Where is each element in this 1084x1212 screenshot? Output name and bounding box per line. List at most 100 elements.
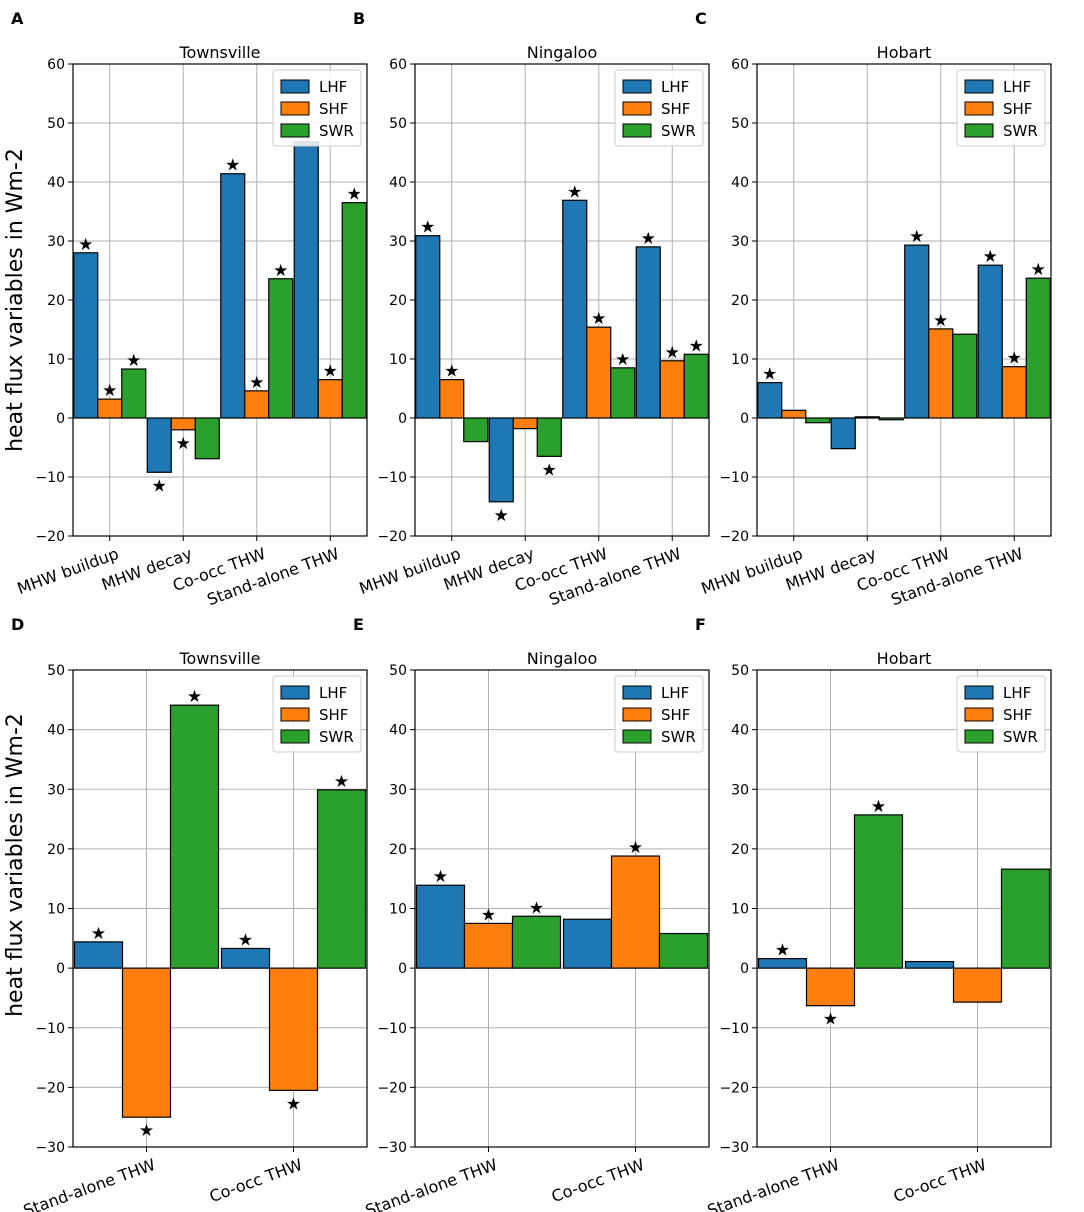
panel-letter: D: [11, 615, 24, 634]
significance-star: ★: [187, 687, 202, 707]
bar-shf: [268, 967, 319, 1091]
y-tick-label: −20: [35, 1080, 65, 1096]
panel-a: A Townsville −20 −10 0 10 20 30 40 50 60 ★ ★ ★ ★ ★ ★ ★ ★ ★ ★…: [11, 9, 368, 609]
y-tick-label: 10: [47, 352, 65, 368]
significance-star: ★: [139, 1121, 154, 1141]
y-tick-label: 10: [389, 352, 407, 368]
bar-lhf: [562, 199, 588, 419]
y-tick-label: 10: [731, 902, 749, 918]
y-tick-label: 30: [731, 234, 749, 250]
bar-swr: [952, 333, 978, 419]
bar-swr: [316, 789, 367, 969]
panel-letter: B: [353, 9, 365, 28]
bar-swr: [1000, 868, 1051, 969]
y-tick-label: 0: [740, 411, 749, 427]
panel-d: D Townsville −30 −20 −10 0 10 20 30 40 50 ★ ★ ★ ★ ★ ★ Sta…: [11, 615, 368, 1212]
y-tick-label: 50: [389, 116, 407, 132]
significance-star: ★: [481, 905, 496, 925]
legend-swatch-shf: [622, 101, 652, 116]
bar-swr: [1025, 277, 1051, 419]
y-tick-label: 20: [389, 842, 407, 858]
y-tick-label: 20: [731, 293, 749, 309]
bar-swr: [805, 417, 831, 424]
significance-star: ★: [823, 1010, 838, 1030]
y-tick-label: −10: [719, 1021, 749, 1037]
x-tick-label: Co-occ THW: [549, 1155, 647, 1206]
y-tick-label: −10: [35, 1021, 65, 1037]
legend-swatch-shf: [964, 707, 994, 722]
legend-label-swr: SWR: [661, 728, 696, 746]
bar-swr: [658, 932, 709, 969]
bar-shf: [781, 409, 807, 419]
legend: LHF SHF SWR: [272, 69, 362, 147]
significance-star: ★: [225, 156, 240, 176]
legend-label-swr: SWR: [1003, 728, 1038, 746]
significance-star: ★: [433, 867, 448, 887]
legend-swatch-shf: [622, 707, 652, 722]
bar-shf: [1001, 366, 1027, 419]
bar-shf: [805, 967, 856, 1007]
bar-swr: [121, 368, 147, 419]
bar-lhf: [220, 947, 271, 969]
legend-swatch-shf: [280, 101, 310, 116]
bar-swr: [463, 417, 489, 443]
significance-star: ★: [273, 261, 288, 281]
legend-swatch-shf: [964, 101, 994, 116]
significance-star: ★: [420, 218, 435, 238]
bar-lhf: [73, 941, 124, 969]
bar-lhf: [904, 960, 955, 969]
legend-swatch-lhf: [622, 79, 652, 94]
panel-letter: C: [695, 9, 707, 28]
y-tick-label: 0: [740, 961, 749, 977]
bar-lhf: [757, 382, 783, 419]
panel-letter: A: [11, 9, 24, 28]
bar-swr: [341, 202, 367, 419]
y-tick-label: 40: [389, 175, 407, 191]
legend-swatch-lhf: [964, 79, 994, 94]
legend-swatch-lhf: [964, 685, 994, 700]
y-tick-label: 20: [389, 293, 407, 309]
legend: LHF SHF SWR: [614, 69, 704, 147]
bar-lhf: [562, 918, 613, 969]
significance-star: ★: [567, 182, 582, 202]
significance-star: ★: [933, 311, 948, 331]
significance-star: ★: [126, 351, 141, 371]
bar-swr: [610, 367, 636, 419]
significance-star: ★: [689, 336, 704, 356]
bar-lhf: [830, 417, 856, 450]
y-tick-label: −20: [377, 1080, 407, 1096]
significance-star: ★: [871, 797, 886, 817]
significance-star: ★: [542, 460, 557, 480]
significance-star: ★: [762, 365, 777, 385]
bar-shf: [610, 855, 661, 969]
bar-shf: [439, 379, 465, 419]
bar-shf: [586, 326, 612, 419]
panel-f: F Hobart −30 −20 −10 0 10 20 30 40 50 ★ ★ ★ Stand-alon…: [695, 615, 1052, 1212]
y-tick-label: 40: [47, 175, 65, 191]
significance-star: ★: [238, 930, 253, 950]
legend-swatch-swr: [280, 729, 310, 744]
bar-swr: [169, 704, 220, 969]
bar-lhf: [488, 417, 514, 503]
bar-lhf: [73, 252, 99, 419]
significance-star: ★: [665, 343, 680, 363]
bar-lhf: [635, 246, 661, 419]
bar-shf: [170, 417, 196, 431]
legend: LHF SHF SWR: [956, 675, 1046, 753]
y-tick-label: 50: [731, 663, 749, 679]
significance-star: ★: [323, 362, 338, 382]
y-axis-label-bottom: heat flux variables in Wm-2: [3, 713, 28, 1017]
bar-shf: [97, 398, 123, 419]
panel-title: Hobart: [877, 43, 932, 62]
y-tick-label: −30: [377, 1140, 407, 1156]
panel-e: E Ningaloo −30 −20 −10 0 10 20 30 40 50 ★ ★ ★ ★ Stand-a…: [353, 615, 710, 1212]
significance-star: ★: [1031, 260, 1046, 280]
bar-lhf: [904, 244, 930, 419]
panel-title: Ningaloo: [527, 43, 598, 62]
bar-shf: [244, 390, 270, 419]
y-tick-label: 0: [56, 961, 65, 977]
significance-star: ★: [444, 362, 459, 382]
panel-letter: F: [695, 615, 706, 634]
y-tick-label: −20: [377, 529, 407, 545]
legend-label-shf: SHF: [1003, 100, 1032, 118]
